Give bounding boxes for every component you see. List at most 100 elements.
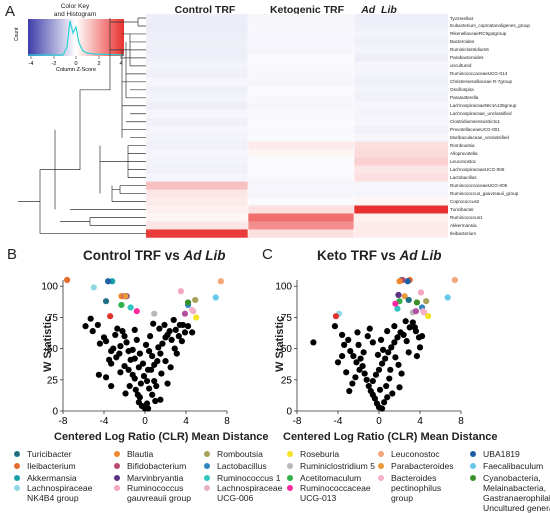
scatter-point <box>121 362 128 370</box>
legend-marker <box>114 475 120 481</box>
scatter-point <box>353 359 360 366</box>
legend-item: Ileibacterium <box>14 461 104 471</box>
heatmap-cell <box>354 45 448 55</box>
heatmap-cell <box>248 189 354 198</box>
scatter-point <box>350 353 357 360</box>
scatter-point <box>142 341 150 348</box>
scatter-point <box>345 336 352 343</box>
scatter-point <box>391 339 398 346</box>
scatter-point <box>146 385 153 392</box>
legend-label: Blautia <box>127 449 154 459</box>
scatter-point <box>131 375 138 382</box>
scatter-point-highlighted <box>102 298 110 305</box>
scatter-point-highlighted <box>193 314 200 321</box>
heatmap-row-label: Bacteroides <box>450 39 475 45</box>
heatmap-row-label: Romboutsia <box>450 143 475 149</box>
heatmap-row-label: LachnospiraceaeNK4A136group <box>450 103 517 109</box>
legend-label: Lachnospiraceae NK4B4 group <box>27 483 93 503</box>
scatter-b-title: Control TRF vs Ad Lib <box>83 248 226 263</box>
scatter-point <box>184 323 192 330</box>
scatter-point <box>121 333 128 340</box>
color-key-tick-label: 4 <box>119 61 122 67</box>
scatter-point <box>151 377 158 385</box>
heatmap-col-control: Control TRF <box>174 4 236 16</box>
scatter-c-title-prefix: Keto TRF vs <box>317 248 400 263</box>
legend-item: Ruminococcus 1 <box>204 473 294 483</box>
scatter-point <box>157 396 164 403</box>
heatmap-cell <box>146 189 249 198</box>
heatmap-cell <box>146 173 249 182</box>
heatmap-row-label: uncultured <box>450 63 472 69</box>
heatmap-row-label: Eubacterium_coprostanoligenes_group <box>450 23 530 29</box>
scatter-point <box>181 329 189 336</box>
x-tick-label: 4 <box>417 416 423 427</box>
scatter-point <box>156 325 163 332</box>
panel-label-a: A <box>5 3 16 20</box>
scatter-c-title: Keto TRF vs Ad Lib <box>317 248 442 263</box>
legend-item: Bacteroides pectinophilus group <box>378 473 458 503</box>
scatter-point <box>122 390 129 397</box>
dendrogram <box>18 17 146 234</box>
scatter-point <box>365 382 372 390</box>
heatmap-row-label: LachnospiraceaeUCG-006 <box>450 167 505 173</box>
scatter-point <box>152 397 159 405</box>
heatmap-cell <box>248 229 354 238</box>
heatmap-row-label: Oscillospira <box>450 87 474 93</box>
scatter-point-highlighted <box>212 294 219 301</box>
heatmap-row-label: RikenellaceaeRC9gutgroup <box>450 31 507 37</box>
heatmap-cell <box>354 61 448 71</box>
legend-item: Lactobacillus <box>204 461 294 471</box>
scatter-point <box>378 360 386 367</box>
scatter-point <box>341 341 348 348</box>
heatmap-row-label: Christensenellaceae R-7group <box>450 79 513 85</box>
scatter-point <box>392 354 399 361</box>
heatmap-row-label: Muribaculaceae_unclassified <box>450 135 509 141</box>
scatter-point <box>170 316 177 324</box>
scatter-point <box>167 364 174 371</box>
heatmap-cell <box>146 149 249 158</box>
heatmap-cell <box>354 85 448 95</box>
scatter-point-highlighted <box>401 293 408 300</box>
legend-label: Faecalibaculum <box>483 461 544 471</box>
scatter-b-title-emph: Ad Lib <box>183 248 226 263</box>
legend-marker <box>287 475 293 481</box>
scatter-point-highlighted <box>332 313 340 320</box>
heatmap-col-adlib: Ad_Lib <box>361 4 397 16</box>
x-tick-label: -4 <box>334 416 343 427</box>
heatmap-cell <box>354 157 448 166</box>
scatter-point-highlighted <box>417 289 425 296</box>
scatter-point <box>361 370 368 377</box>
heatmap-cell <box>248 221 354 230</box>
heatmap-cell <box>248 37 354 47</box>
scatter-point <box>108 382 115 390</box>
heatmap-cell <box>248 165 354 174</box>
scatter-point <box>143 377 151 385</box>
heatmap-cell <box>248 69 354 79</box>
scatter-point <box>158 370 165 377</box>
color-key-histogram <box>28 20 125 56</box>
scatter-b-title-prefix: Control TRF vs <box>83 248 184 263</box>
scatter-point <box>403 338 410 345</box>
scatter-point-highlighted <box>394 305 401 312</box>
heatmap-cell <box>248 157 354 166</box>
scatter-point <box>131 355 138 362</box>
heatmap-row-label: Tyzzerella4 <box>450 15 474 21</box>
heatmap-cells <box>146 14 448 238</box>
scatter-point <box>125 366 132 373</box>
legend-label: Ileibacterium <box>27 461 76 471</box>
legend-marker <box>204 463 210 469</box>
color-key-title-line2: and Histogram <box>53 10 97 18</box>
scatter-point-highlighted <box>395 291 402 299</box>
scatter-point-highlighted <box>444 294 451 301</box>
y-tick-label: 50 <box>47 344 59 355</box>
scatter-point <box>87 315 94 322</box>
y-tick-label: 100 <box>275 282 292 293</box>
legend-label: Ruminococcaceae UCG-013 <box>300 483 371 503</box>
heatmap-cell <box>146 37 249 47</box>
scatter-c-title-emph: Ad Lib <box>399 248 442 263</box>
scatter-point <box>133 336 140 343</box>
heatmap-row-label: Parasutterella <box>450 95 479 101</box>
heatmap-cell <box>146 109 249 119</box>
heatmap-row-label: Lactobacillus <box>450 175 477 181</box>
